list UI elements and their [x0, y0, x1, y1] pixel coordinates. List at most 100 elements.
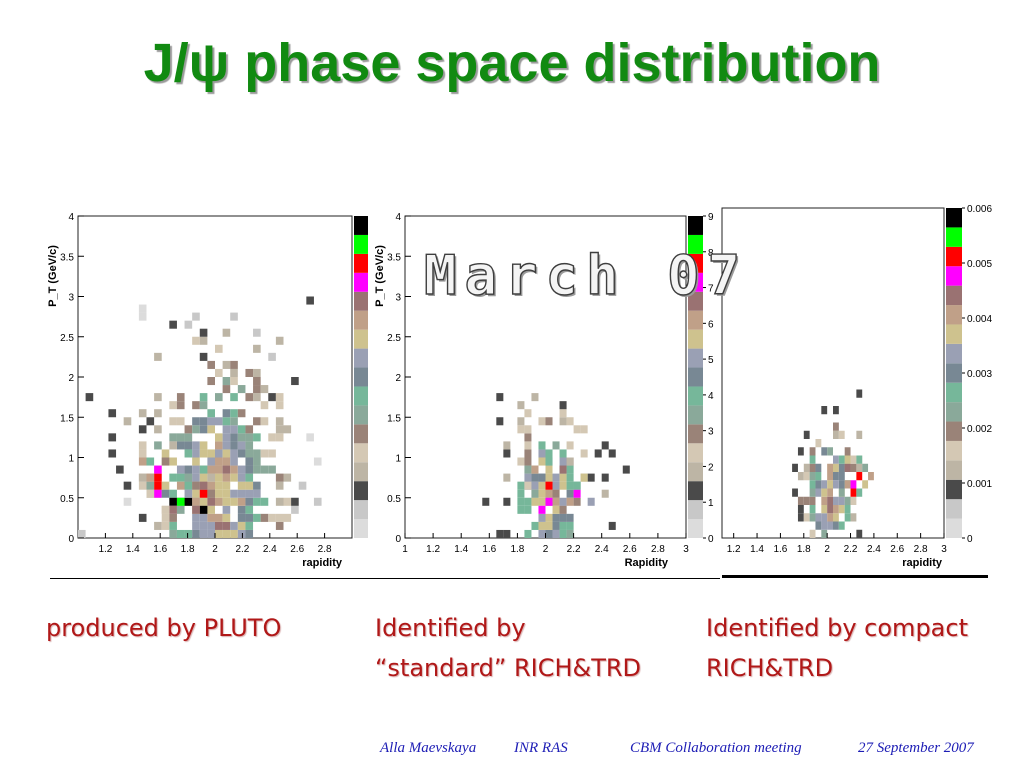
heatmap-cell [207, 425, 215, 434]
heatmap-cell [580, 425, 588, 434]
y-tick-label: 0.5 [387, 494, 401, 505]
heatmap-cell [275, 425, 284, 434]
color-scale-step [688, 462, 703, 482]
heatmap-cell [154, 489, 162, 498]
heatmap-cell [237, 473, 246, 482]
x-tick-label: 2 [824, 544, 830, 555]
color-scale-step [354, 443, 368, 463]
color-scale-label: 4 [708, 391, 714, 402]
color-scale-label: 0.003 [967, 369, 992, 380]
heatmap-cell [176, 401, 185, 410]
heatmap-cell [146, 473, 155, 482]
y-tick-label: 0 [68, 534, 74, 545]
heatmap-cell [608, 449, 616, 458]
y-tick-label: 4 [395, 212, 401, 223]
heatmap-cell [245, 497, 254, 506]
x-tick-label: 2 [543, 544, 549, 555]
heatmap-cell [517, 489, 525, 498]
heatmap-cell [559, 473, 567, 482]
heatmap-cell [169, 513, 177, 522]
heatmap-cell [827, 447, 833, 456]
heatmap-cell [253, 497, 261, 506]
color-scale-label: 0.002 [967, 424, 992, 435]
color-scale-step [688, 519, 703, 538]
heatmap-cell [192, 489, 200, 498]
heatmap-cell [291, 377, 299, 386]
heatmap-cell [230, 360, 238, 369]
footer: Alla Maevskaya INR RAS CBM Collaboration… [380, 740, 1000, 762]
heatmap-cell [199, 473, 208, 482]
color-scale-step [688, 272, 703, 292]
y-tick-label: 3 [395, 293, 401, 304]
heatmap-cell [176, 497, 185, 506]
heatmap-cell [803, 496, 810, 505]
heatmap-cell [245, 433, 254, 442]
heatmap-cell [146, 457, 155, 466]
x-axis-title: rapidity [902, 557, 943, 569]
heatmap-cell [850, 463, 857, 472]
heatmap-cell [566, 441, 574, 450]
heatmap-cell [176, 393, 185, 402]
heatmap-cell [856, 430, 863, 439]
heatmap-cell [496, 529, 504, 538]
color-scale-step [946, 285, 962, 306]
x-axis-title: rapidity [302, 557, 343, 569]
heatmap-cell [245, 473, 254, 482]
heatmap-cell [215, 473, 223, 482]
heatmap-cell [260, 465, 269, 474]
heatmap-cell [538, 513, 546, 522]
heatmap-cell [856, 463, 863, 472]
separator-line [50, 578, 720, 579]
heatmap-cell [207, 473, 215, 482]
heatmap-cell [797, 505, 804, 514]
heatmap-cells [792, 389, 874, 538]
heatmap-cell [268, 393, 276, 402]
heatmap-cell [237, 385, 246, 394]
heatmap-cell [207, 409, 215, 418]
heatmap-cell [215, 489, 223, 498]
heatmap-cell [199, 352, 208, 361]
heatmap-cell [245, 505, 254, 514]
y-tick-label: 2 [68, 373, 74, 384]
color-scale-step [946, 460, 962, 480]
heatmap-cell [138, 312, 147, 321]
heatmap-cell [161, 481, 170, 490]
heatmap-cell [275, 401, 284, 410]
footer-institute: INR RAS [514, 740, 568, 756]
heatmap-cell [803, 463, 810, 472]
color-scale-step [946, 499, 962, 519]
heatmap-cell [154, 393, 162, 402]
heatmap-cell [850, 455, 857, 464]
heatmap-cell [545, 473, 553, 482]
heatmap-cell [496, 393, 504, 402]
heatmap-cell [566, 497, 574, 506]
heatmap-cell [230, 409, 238, 418]
heatmap-cell [580, 473, 588, 482]
heatmap-cell [230, 497, 238, 506]
histogram-pluto-svg: 1.2 1.4 1.6 1.8 2 2.2 2.4 2.6 2.8 rapidity 0 0.5 1 1.… [47, 212, 368, 569]
heatmap-cell [524, 425, 532, 434]
color-scale-step [354, 386, 368, 406]
heatmap-cell [176, 505, 185, 514]
x-tick-label: 2.6 [623, 544, 637, 555]
heatmap-cell [559, 497, 567, 506]
heatmap-cell [531, 497, 539, 506]
heatmap-cell [815, 439, 822, 448]
x-axis-title: Rapidity [625, 557, 669, 569]
heatmap-cell [260, 385, 269, 394]
heatmap-cell [230, 393, 238, 402]
heatmap-cell [222, 417, 231, 426]
heatmap-cell [192, 312, 200, 321]
heatmap-cell [559, 457, 567, 466]
x-tick-label: 1.4 [750, 544, 764, 555]
y-tick-label: 1.5 [60, 413, 74, 424]
y-tick-label: 0 [395, 534, 401, 545]
heatmap-cell [538, 481, 546, 490]
heatmap-cell [809, 463, 816, 472]
heatmap-cell [517, 401, 525, 410]
color-scale-label: 6 [708, 319, 714, 330]
heatmap-cell [538, 529, 546, 538]
heatmap-cell [123, 497, 132, 506]
heatmap-cell [176, 529, 185, 538]
color-scale-label: 0 [967, 534, 973, 545]
